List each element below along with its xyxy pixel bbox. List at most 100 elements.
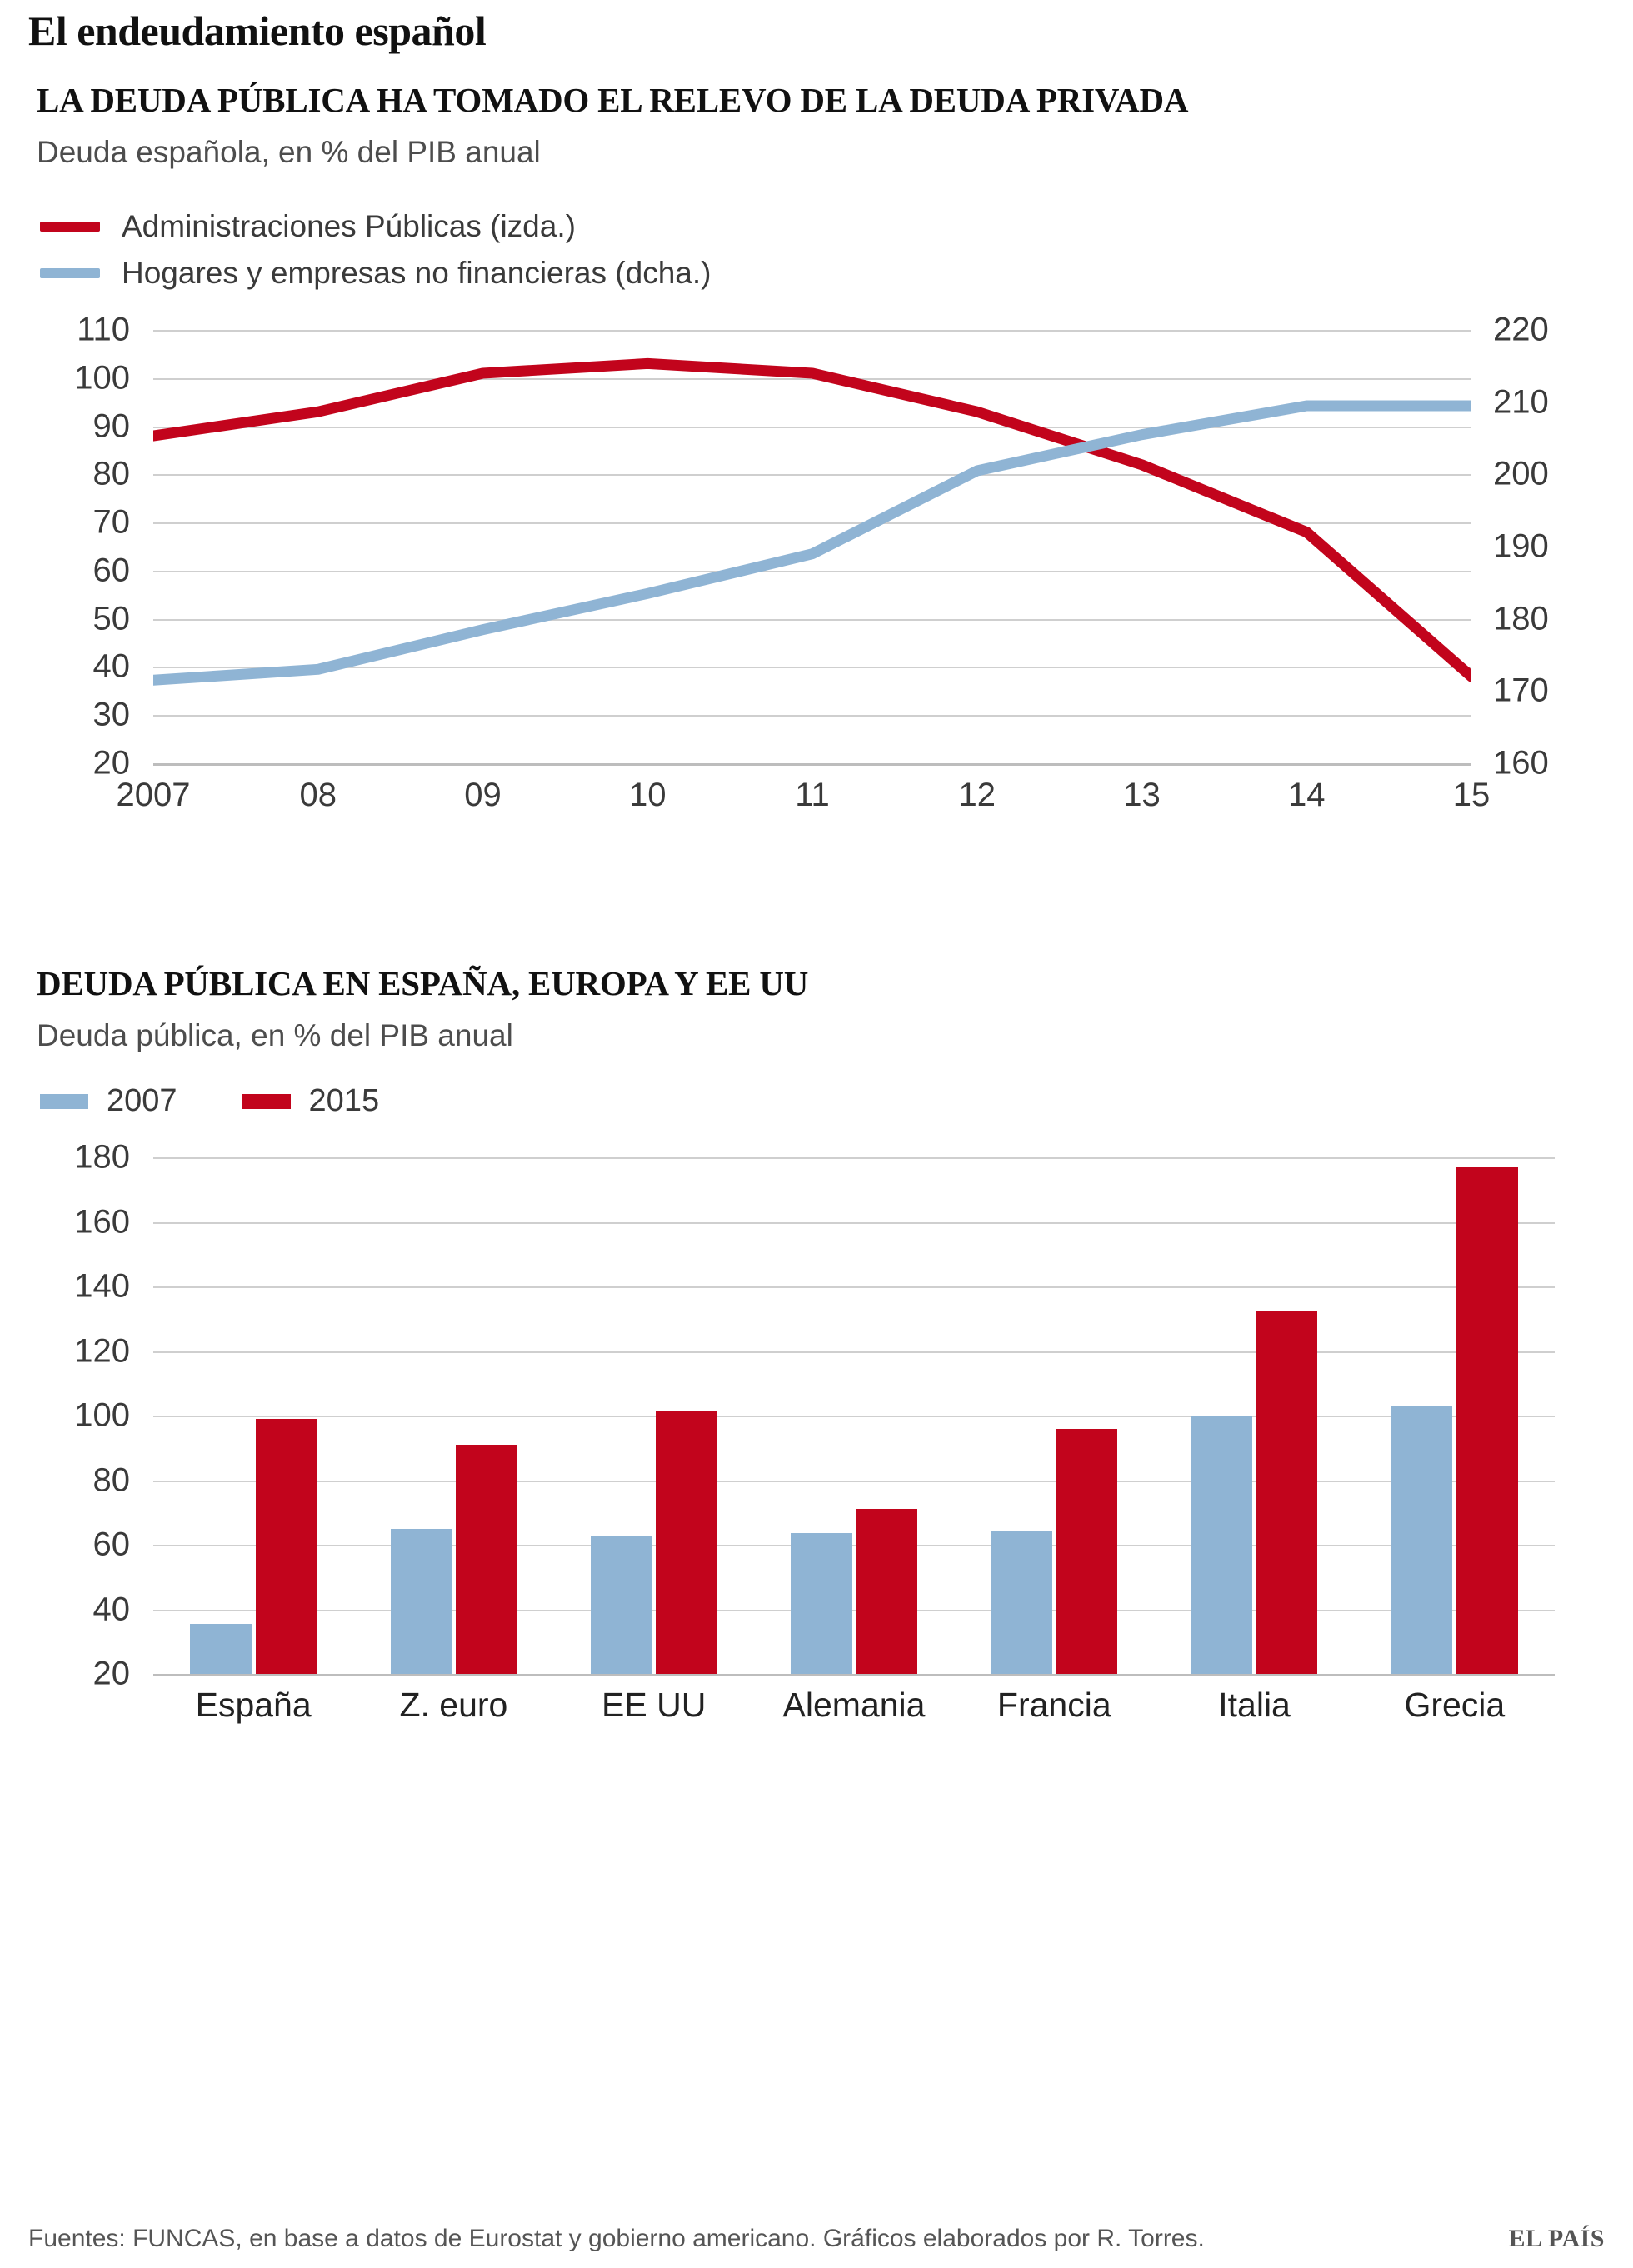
footer-sources: Fuentes: FUNCAS, en base a datos de Euro…	[28, 2225, 1205, 2252]
bar-ytick: 120	[74, 1332, 130, 1369]
bar-chart-plot: 20 40 60 80 100 120 140 160 180 España Z. euro EE …	[28, 1139, 1605, 1749]
gridline	[153, 570, 1471, 572]
bar-ytick: 100	[74, 1396, 130, 1434]
bar-2007	[390, 1528, 452, 1674]
legend-swatch-blue-box	[40, 1093, 88, 1109]
line-xtick: 15	[1452, 777, 1491, 813]
gridline	[153, 1157, 1555, 1159]
bar-2015	[1056, 1428, 1117, 1674]
line-ytick-left: 80	[92, 455, 131, 492]
bar-category-label: EE UU	[602, 1686, 707, 1724]
chart-line-subtitle: Deuda española, en % del PIB anual	[37, 135, 541, 169]
bar-plot-area	[153, 1157, 1555, 1676]
legend-label-2007: 2007	[107, 1083, 177, 1118]
chart-bar-block: DEUDA PÚBLICA EN ESPAÑA, EUROPA Y EE UU …	[28, 963, 1605, 1749]
bar-category-label: Z. euro	[399, 1686, 508, 1724]
bar-ytick: 140	[74, 1267, 130, 1305]
legend-swatch-red-box	[242, 1093, 291, 1109]
bar-ytick: 60	[92, 1526, 131, 1563]
legend-label-administraciones: Administraciones Públicas (izda.)	[122, 209, 576, 243]
line-series-svg	[153, 357, 1471, 686]
gridline	[153, 474, 1471, 477]
bar-ytick: 80	[92, 1461, 131, 1498]
legend-item-hogares: Hogares y empresas no financieras (dcha.…	[40, 250, 1605, 297]
bar-ytick: 160	[74, 1203, 130, 1240]
bar-2007	[190, 1623, 252, 1674]
gridline	[153, 330, 1471, 332]
line-xtick: 10	[629, 777, 667, 813]
gridline	[153, 1351, 1555, 1353]
legend-item-2015: 2015	[242, 1083, 380, 1119]
line-ytick-right: 190	[1493, 527, 1549, 565]
bar-2007	[1191, 1416, 1253, 1674]
gridline	[153, 1674, 1555, 1676]
legend-label-2015: 2015	[308, 1083, 380, 1118]
bar-2007	[791, 1533, 852, 1674]
bar-ytick: 180	[74, 1138, 130, 1176]
bar-category-label: Grecia	[1404, 1686, 1506, 1724]
line-ytick-left: 100	[74, 359, 130, 397]
gridline	[153, 715, 1471, 717]
line-ytick-left: 90	[92, 407, 131, 445]
line-ytick-left: 70	[92, 503, 131, 541]
gridline	[153, 1609, 1555, 1611]
bar-2015	[1256, 1311, 1318, 1674]
line-chart-plot: 20 30 40 50 60 70 80 90 100 110 160 170 180 190 200 21…	[28, 312, 1605, 838]
line-xtick: 14	[1288, 777, 1326, 813]
bar-2015	[255, 1418, 317, 1674]
bar-category-label: Francia	[996, 1686, 1111, 1724]
bar-ytick: 40	[92, 1591, 131, 1627]
bar-category-label: España	[195, 1686, 312, 1724]
gridline	[153, 377, 1471, 380]
legend-swatch-red-line	[40, 222, 100, 232]
bar-2015	[856, 1509, 917, 1674]
footer: Fuentes: FUNCAS, en base a datos de Euro…	[28, 2225, 1605, 2253]
footer-brand: EL PAÍS	[1508, 2225, 1605, 2252]
legend-item-administraciones: Administraciones Públicas (izda.)	[40, 203, 1605, 250]
bar-2015	[455, 1444, 517, 1674]
line-ytick-right: 160	[1493, 744, 1549, 782]
bar-2015	[1456, 1166, 1518, 1674]
chart-line-legend: Administraciones Públicas (izda.) Hogare…	[40, 203, 1605, 297]
line-xtick: 11	[795, 777, 830, 813]
bar-2015	[656, 1411, 717, 1674]
line-ytick-right: 220	[1493, 311, 1549, 348]
gridline	[153, 1480, 1555, 1482]
page-title: El endeudamiento español	[28, 7, 487, 54]
gridline	[153, 1416, 1555, 1417]
line-ytick-left: 50	[92, 600, 131, 637]
line-xtick: 08	[299, 777, 337, 813]
line-xtick: 09	[464, 777, 502, 813]
line-ytick-left: 30	[92, 696, 131, 733]
bar-2007	[591, 1536, 652, 1674]
line-ytick-right: 170	[1493, 672, 1549, 709]
gridline	[153, 667, 1471, 669]
line-xtick: 13	[1123, 777, 1161, 813]
gridline	[153, 1221, 1555, 1224]
chart-bar-subtitle: Deuda pública, en % del PIB anual	[37, 1018, 513, 1052]
bar-category-label: Alemania	[782, 1686, 926, 1724]
chart-line-block: LA DEUDA PÚBLICA HA TOMADO EL RELEVO DE …	[28, 80, 1605, 838]
line-series-red	[153, 357, 1471, 682]
line-series-blue	[153, 400, 1471, 686]
line-xtick: 2007	[116, 777, 191, 813]
chart-bar-title: DEUDA PÚBLICA EN ESPAÑA, EUROPA Y EE UU	[37, 964, 809, 1002]
line-plot-area	[153, 330, 1471, 766]
line-ytick-right: 210	[1493, 383, 1549, 421]
gridline	[153, 522, 1471, 525]
gridline	[153, 426, 1471, 428]
chart-bar-legend: 2007 2015	[40, 1083, 1605, 1119]
line-ytick-right: 180	[1493, 600, 1549, 637]
line-ytick-right: 200	[1493, 455, 1549, 492]
bar-2007	[991, 1530, 1052, 1674]
legend-swatch-blue-line	[40, 268, 100, 278]
chart-line-title: LA DEUDA PÚBLICA HA TOMADO EL RELEVO DE …	[37, 81, 1189, 119]
line-ytick-left: 110	[77, 311, 130, 348]
bar-category-label: Italia	[1218, 1686, 1291, 1724]
bar-ytick: 20	[92, 1655, 131, 1692]
gridline	[153, 618, 1471, 621]
line-ytick-left: 40	[92, 647, 131, 685]
line-ytick-left: 60	[92, 552, 131, 589]
gridline	[153, 763, 1471, 766]
